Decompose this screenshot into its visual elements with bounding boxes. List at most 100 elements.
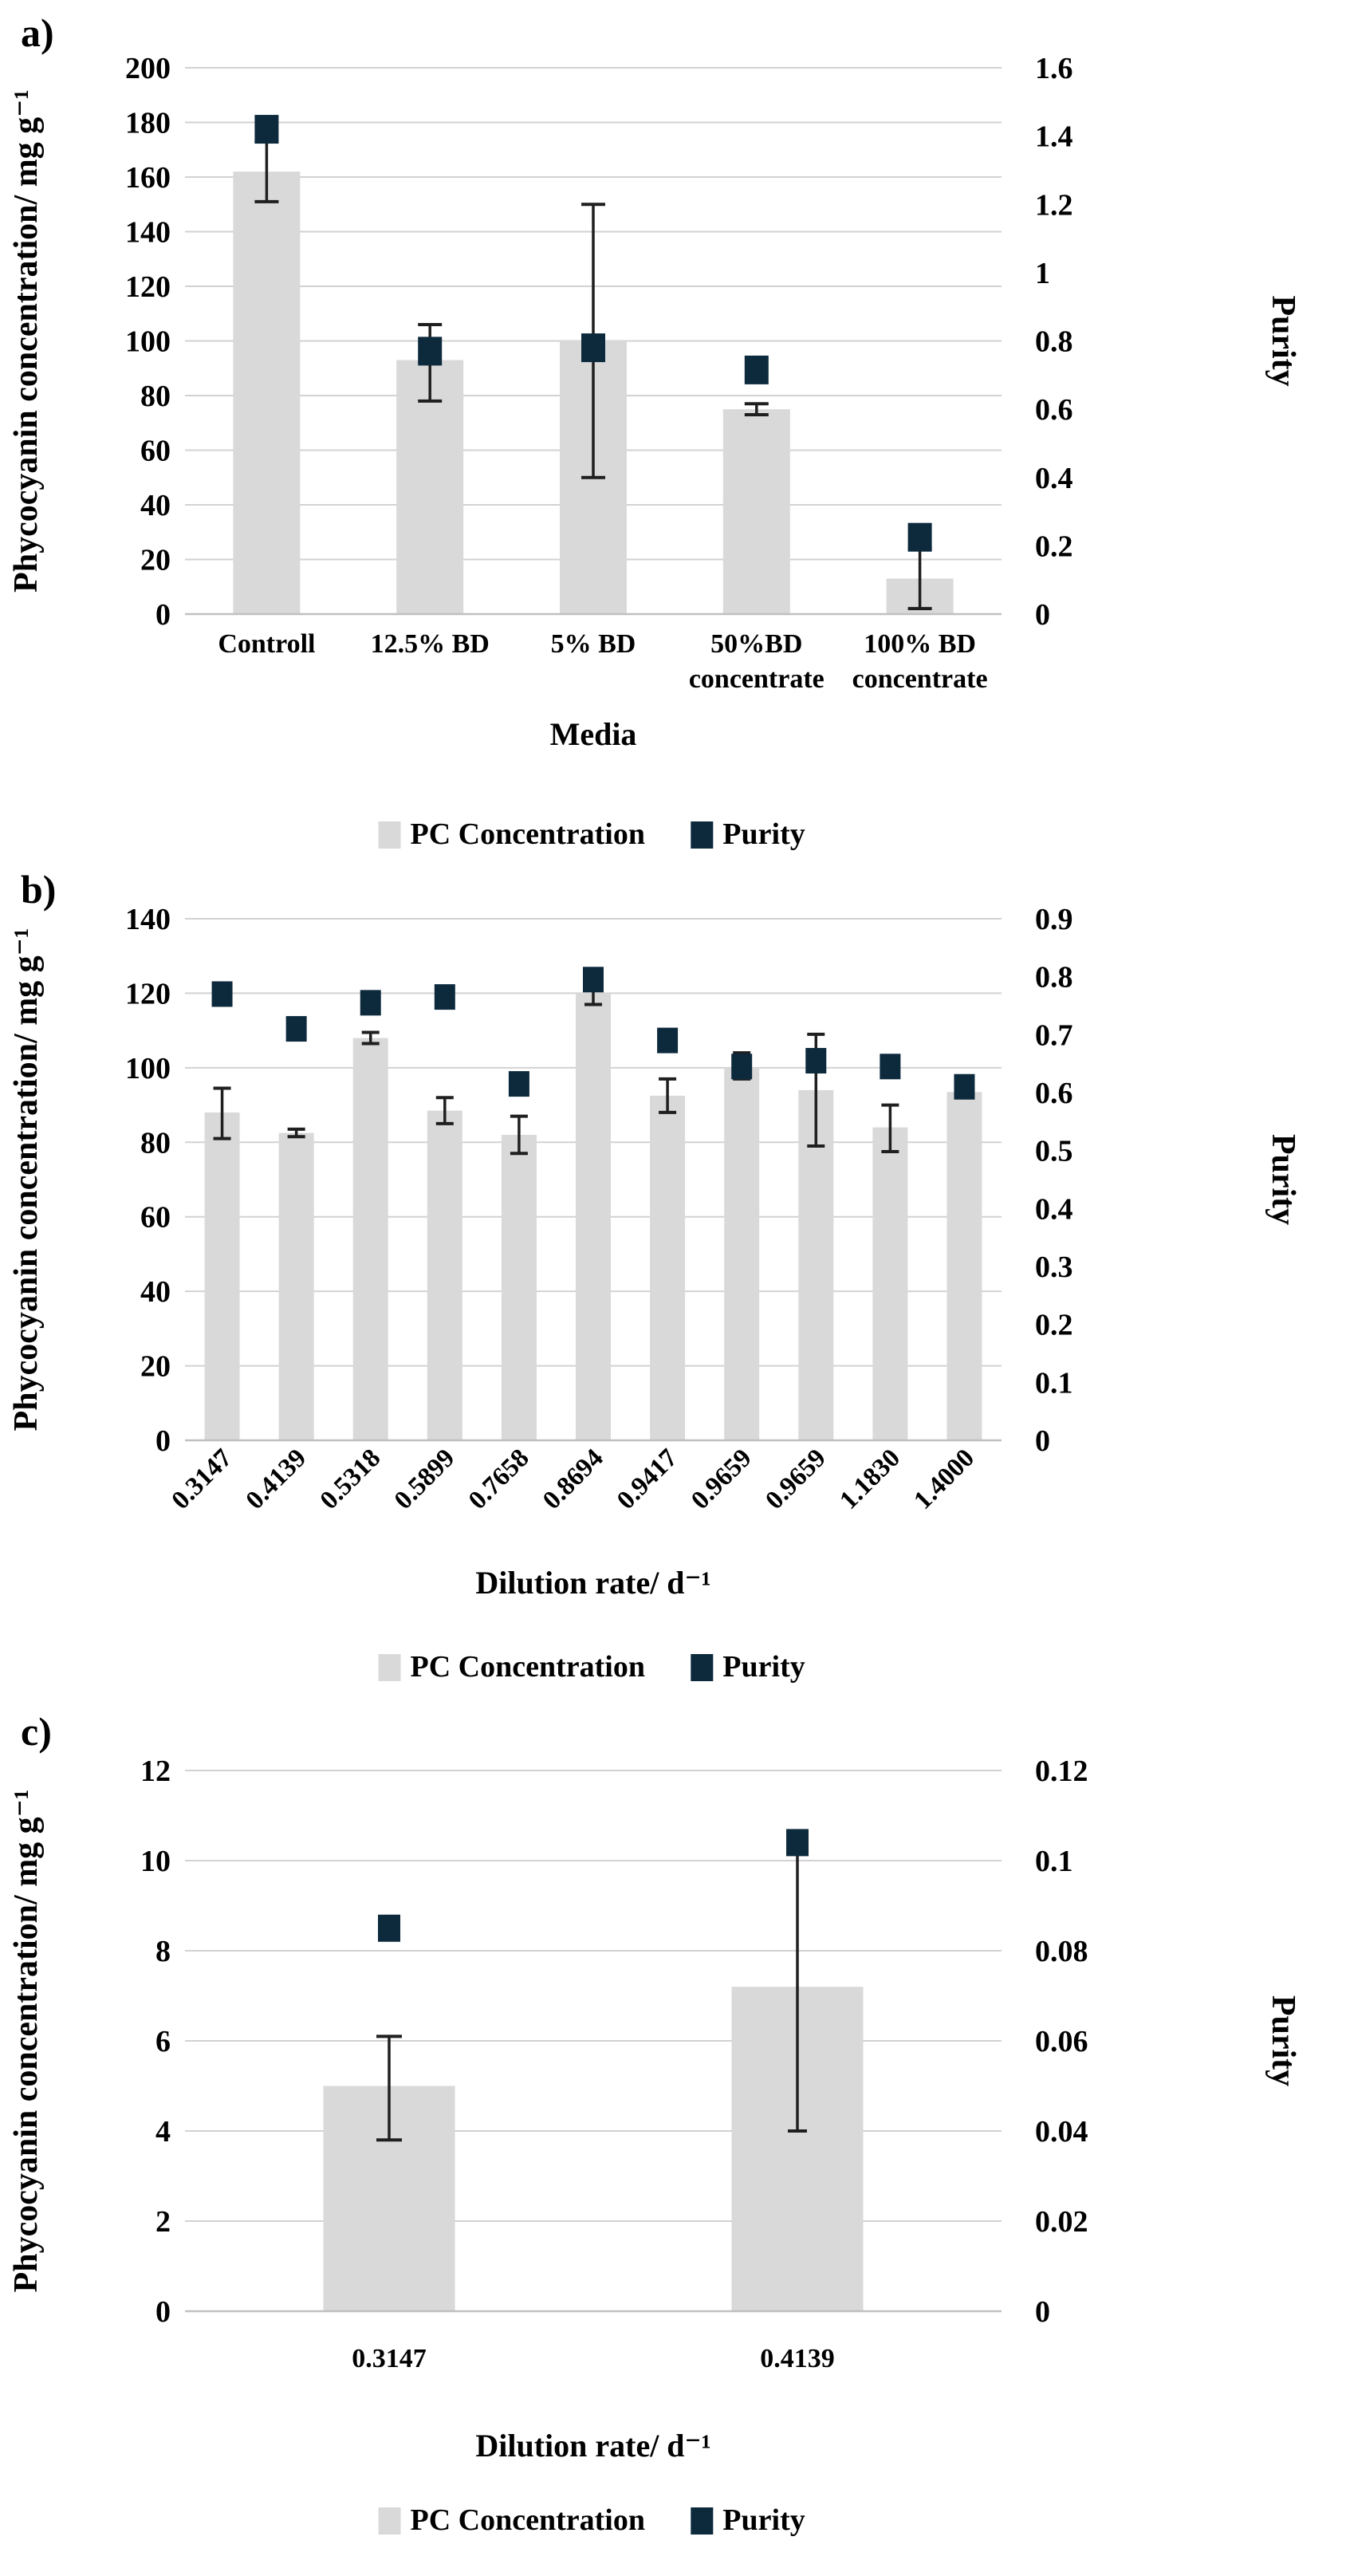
bar [798,1089,834,1440]
purity-marker [211,981,233,1007]
x-axis-tick: 50%BD concentrate [689,629,825,694]
x-axis-tick: 100% BD concentrate [852,629,988,694]
legend-purity-swatch [691,821,714,849]
purity-marker [805,1048,827,1074]
bar [722,409,790,614]
y-axis-right-tick: 0.7 [1035,1018,1073,1052]
y-axis-right-tick: 0.1 [1035,1366,1073,1400]
purity-marker [744,355,769,384]
purity-marker [581,333,605,363]
legend-pc-swatch [378,821,401,849]
y-axis-right-tick: 1.2 [1035,188,1073,222]
y-axis-left-tick: 200 [125,52,171,85]
x-axis-title: Dilution rate/ d⁻¹ [475,1565,710,1601]
x-axis-tick: 0.3147 [167,1444,238,1515]
y-axis-left-title: Phycocyanin concentration/ mg g⁻¹ [8,1790,45,2293]
x-axis-tick: 0.7658 [463,1444,535,1515]
y-axis-left-tick: 4 [155,2115,171,2149]
y-axis-left-tick: 60 [140,435,171,468]
y-axis-right-tick: 0.6 [1035,1077,1073,1110]
y-axis-right-tick: 0.6 [1035,393,1073,427]
purity-marker [418,337,443,366]
bar [650,1095,686,1440]
y-axis-right-tick: 0.4 [1035,1192,1073,1226]
x-axis-tick: 1.4000 [908,1444,980,1515]
bar [947,1092,982,1440]
panel-b: 0 20 40 60 80 100 120 140 0 0.1 0.2 0.3 0.4 0.5 0.6 0.7… [0,869,1346,1699]
y-axis-left-tick: 100 [125,325,171,359]
y-axis-left-tick: 80 [140,380,171,413]
x-axis-tick: 0.3147 [352,2344,427,2373]
y-axis-right-tick: 0.2 [1035,1309,1073,1342]
y-axis-left-tick: 0 [155,1424,171,1458]
chart-c-svg: 0 2 4 6 8 10 12 0 0.02 0.04 0.06 0.08 0.1 0.12 c) Phyco… [0,1699,1346,2576]
purity-marker [880,1054,901,1080]
purity-marker [360,990,381,1016]
y-axis-left-title: Phycocyanin concentration/ mg g⁻¹ [8,89,45,593]
y-axis-right-tick: 1 [1035,257,1050,290]
y-axis-left-tick: 10 [140,1845,171,1878]
chart-b-svg: 0 20 40 60 80 100 120 140 0 0.1 0.2 0.3 0.4 0.5 0.6 0.7… [0,869,1346,1699]
y-axis-left-tick: 120 [125,270,171,304]
x-axis-title: Media [550,716,637,752]
bar [427,1110,462,1440]
y-axis-left-tick: 80 [140,1126,171,1160]
y-axis-left-tick: 60 [140,1201,171,1235]
x-axis-tick: 0.9659 [686,1444,758,1515]
purity-marker [786,1829,809,1857]
bar [724,1067,760,1440]
panel-label: c) [21,1709,52,1754]
y-axis-right-title: Purity [1265,295,1301,386]
y-axis-left-tick: 140 [125,216,171,250]
legend-purity-label: Purity [722,817,805,851]
y-axis-right-tick: 0.06 [1035,2025,1088,2058]
x-axis-tick: 5% BD [551,629,636,659]
x-axis-tick: 0.4139 [760,2344,835,2373]
purity-marker [731,1054,753,1080]
y-axis-left-tick: 0 [155,598,171,632]
y-axis-right-title: Purity [1265,1995,1301,2086]
y-axis-left-tick: 0 [155,2295,171,2329]
bar [352,1038,388,1440]
legend-purity-label: Purity [722,2503,805,2537]
y-axis-left-tick: 40 [140,489,171,522]
x-axis-tick: 1.1830 [834,1444,906,1515]
y-axis-left-tick: 180 [125,107,171,140]
legend-pc-label: PC Concentration [411,1650,645,1684]
y-axis-left-title: Phycocyanin concentration/ mg g⁻¹ [8,928,45,1432]
legend-purity-swatch [691,1654,714,1681]
y-axis-right-tick: 0.9 [1035,903,1073,936]
y-axis-right-tick: 0.02 [1035,2205,1088,2239]
panel-label: a) [21,10,54,55]
legend-pc-label: PC Concentration [411,2503,645,2537]
purity-marker [285,1016,307,1042]
y-axis-right-tick: 0 [1035,2295,1050,2329]
y-axis-right-tick: 0.5 [1035,1135,1073,1168]
y-axis-right-title: Purity [1265,1134,1301,1225]
legend-pc-label: PC Concentration [411,817,645,851]
legend-purity-swatch [691,2507,714,2535]
y-axis-right-tick: 0 [1035,1424,1050,1458]
x-axis-tick: 0.5318 [315,1444,387,1515]
legend-purity-label: Purity [722,1650,805,1684]
panel-label: b) [21,869,56,912]
y-axis-left-tick: 120 [125,977,171,1010]
y-axis-right-tick: 0.4 [1035,462,1073,495]
y-axis-right-tick: 1.4 [1035,120,1073,154]
y-axis-right-tick: 0 [1035,598,1050,632]
x-axis-tick: 0.9659 [760,1444,832,1515]
y-axis-right-tick: 0.08 [1035,1935,1088,1968]
legend-pc-swatch [378,2507,401,2535]
y-axis-right-tick: 0.2 [1035,530,1073,563]
purity-marker [378,1914,400,1942]
bar [576,993,611,1440]
x-axis-title: Dilution rate/ d⁻¹ [475,2428,710,2464]
panel-c: 0 2 4 6 8 10 12 0 0.02 0.04 0.06 0.08 0.1 0.12 c) Phyco… [0,1699,1346,2576]
x-axis-tick: 12.5% BD [371,629,490,659]
bar [501,1134,537,1440]
purity-marker [583,967,604,993]
y-axis-right-tick: 1.6 [1035,52,1073,85]
purity-marker [657,1027,679,1054]
bar [204,1112,240,1440]
y-axis-left-tick: 100 [125,1052,171,1085]
